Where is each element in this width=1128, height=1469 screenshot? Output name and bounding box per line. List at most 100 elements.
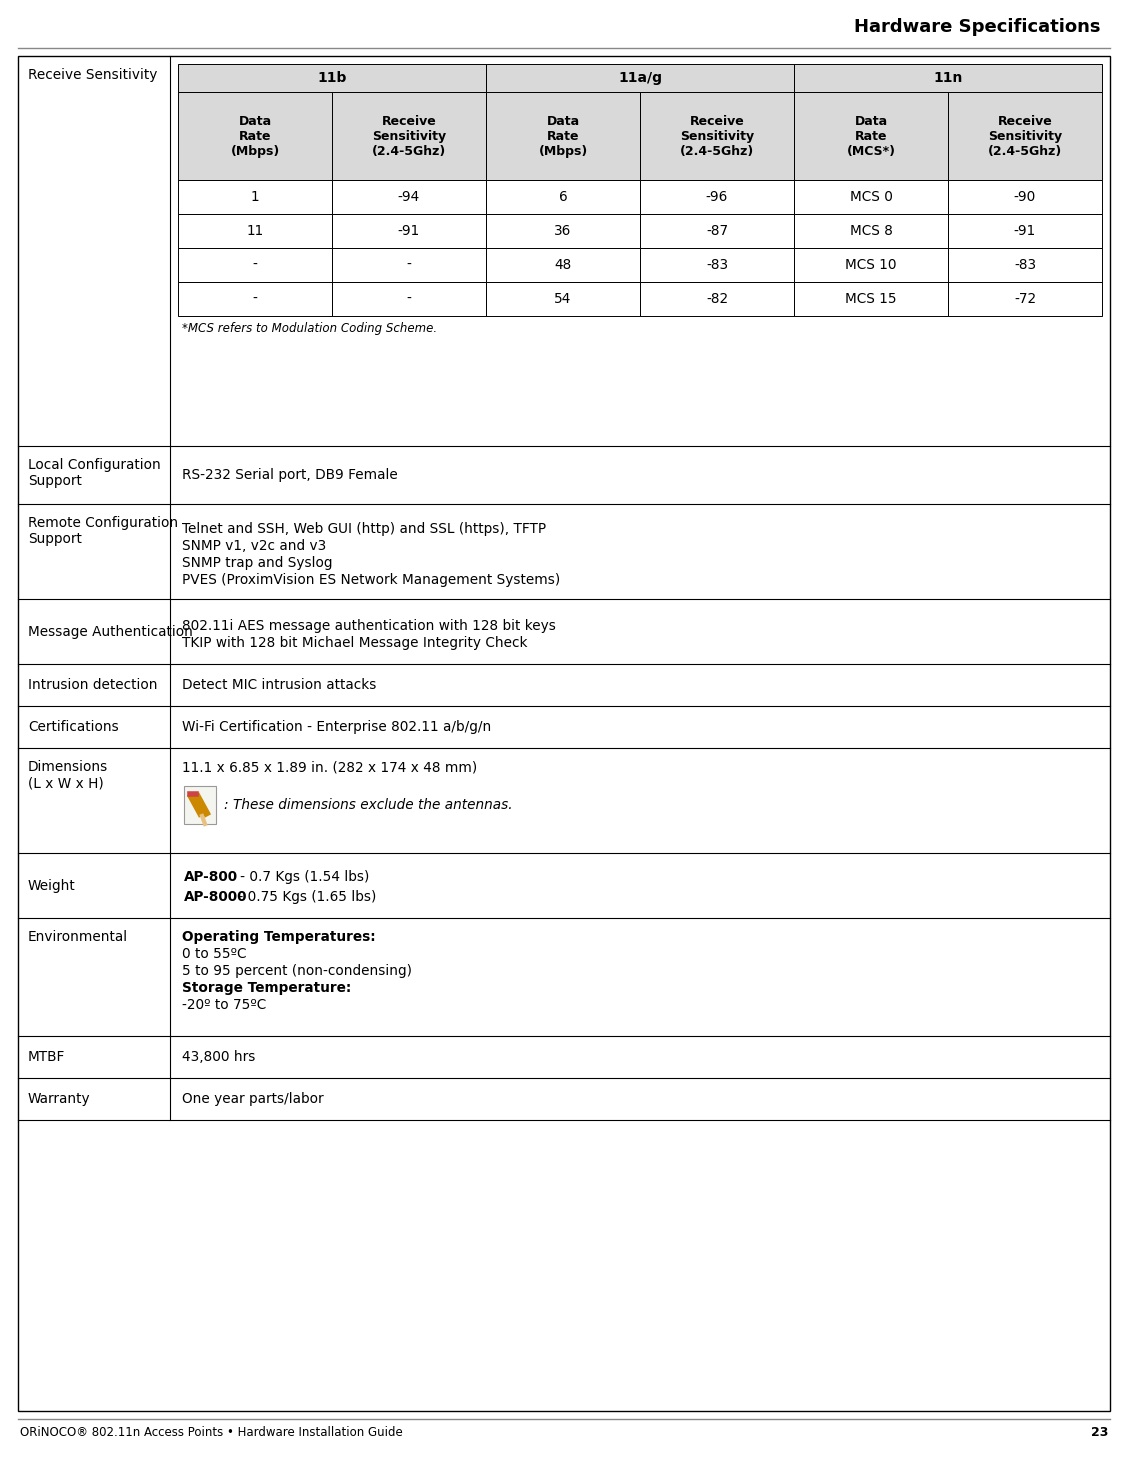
Text: : These dimensions exclude the antennas.: : These dimensions exclude the antennas. [224,798,512,812]
Text: Receive
Sensitivity
(2.4-5Ghz): Receive Sensitivity (2.4-5Ghz) [372,115,447,157]
Bar [794,181,948,214]
Bar [178,248,332,282]
Bar [332,93,486,181]
Bar [640,282,794,316]
Text: Dimensions
(L x W x H): Dimensions (L x W x H) [28,759,108,790]
Bar [332,181,486,214]
Bar [184,786,215,824]
Bar [486,248,640,282]
Bar [948,181,1102,214]
Text: -: - [253,259,257,272]
Bar [794,282,948,316]
Text: 54: 54 [554,292,572,306]
Text: -96: -96 [706,190,729,204]
Text: -91: -91 [398,223,420,238]
Text: TKIP with 128 bit Michael Message Integrity Check: TKIP with 128 bit Michael Message Integr… [182,636,528,649]
Text: -: - [406,259,412,272]
Bar [948,214,1102,248]
Bar [178,214,332,248]
Text: RS-232 Serial port, DB9 Female: RS-232 Serial port, DB9 Female [182,469,398,482]
Text: Receive Sensitivity: Receive Sensitivity [28,68,158,82]
Text: Warranty: Warranty [28,1091,90,1106]
Bar [178,65,486,93]
Text: 48: 48 [554,259,572,272]
Text: Data
Rate
(Mbps): Data Rate (Mbps) [538,115,588,157]
Bar [640,214,794,248]
Text: - 0.75 Kgs (1.65 lbs): - 0.75 Kgs (1.65 lbs) [235,890,377,903]
Text: Data
Rate
(MCS*): Data Rate (MCS*) [846,115,896,157]
Bar [640,248,794,282]
Text: -87: -87 [706,223,728,238]
Text: Storage Temperature:: Storage Temperature: [182,981,351,995]
Text: Operating Temperatures:: Operating Temperatures: [182,930,376,945]
Text: One year parts/labor: One year parts/labor [182,1091,324,1106]
Text: -83: -83 [706,259,728,272]
Bar [332,248,486,282]
Text: -: - [253,292,257,306]
Text: Receive
Sensitivity
(2.4-5Ghz): Receive Sensitivity (2.4-5Ghz) [988,115,1063,157]
Text: Remote Configuration
Support: Remote Configuration Support [28,516,178,546]
Bar [794,93,948,181]
Bar [948,93,1102,181]
Text: 23: 23 [1091,1426,1108,1440]
Text: SNMP v1, v2c and v3: SNMP v1, v2c and v3 [182,539,326,552]
Text: 11: 11 [246,223,264,238]
Bar [486,282,640,316]
Bar [794,65,1102,93]
Text: Hardware Specifications: Hardware Specifications [854,18,1100,37]
Text: MCS 8: MCS 8 [849,223,892,238]
Text: Receive
Sensitivity
(2.4-5Ghz): Receive Sensitivity (2.4-5Ghz) [680,115,755,157]
Text: 5 to 95 percent (non-condensing): 5 to 95 percent (non-condensing) [182,964,412,978]
Text: Intrusion detection: Intrusion detection [28,679,158,692]
Text: -83: -83 [1014,259,1036,272]
Text: MCS 0: MCS 0 [849,190,892,204]
Text: - 0.7 Kgs (1.54 lbs): - 0.7 Kgs (1.54 lbs) [227,870,370,883]
Text: 11.1 x 6.85 x 1.89 in. (282 x 174 x 48 mm): 11.1 x 6.85 x 1.89 in. (282 x 174 x 48 m… [182,759,477,774]
Bar [178,181,332,214]
Bar [332,282,486,316]
Bar [332,214,486,248]
Text: Wi-Fi Certification - Enterprise 802.11 a/b/g/n: Wi-Fi Certification - Enterprise 802.11 … [182,720,492,734]
Text: 1: 1 [250,190,259,204]
Text: *MCS refers to Modulation Coding Scheme.: *MCS refers to Modulation Coding Scheme. [182,322,438,335]
Text: MCS 10: MCS 10 [845,259,897,272]
Text: 802.11i AES message authentication with 128 bit keys: 802.11i AES message authentication with … [182,618,556,633]
Text: Environmental: Environmental [28,930,129,945]
Bar [178,93,332,181]
Text: 11a/g: 11a/g [618,71,662,85]
Text: -94: -94 [398,190,420,204]
Bar [486,181,640,214]
Bar [794,248,948,282]
Text: AP-800: AP-800 [184,870,238,883]
Text: ORiNOCO® 802.11n Access Points • Hardware Installation Guide: ORiNOCO® 802.11n Access Points • Hardwar… [20,1426,403,1440]
Text: -91: -91 [1014,223,1037,238]
Text: MCS 15: MCS 15 [845,292,897,306]
Text: 6: 6 [558,190,567,204]
Text: SNMP trap and Syslog: SNMP trap and Syslog [182,555,333,570]
Text: 11n: 11n [933,71,962,85]
Bar [948,248,1102,282]
Bar [486,65,794,93]
Text: -82: -82 [706,292,728,306]
Text: Certifications: Certifications [28,720,118,734]
Text: Weight: Weight [28,878,76,893]
Text: 11b: 11b [317,71,346,85]
Bar [486,93,640,181]
Text: -: - [406,292,412,306]
Text: AP-8000: AP-8000 [184,890,247,903]
Text: 0 to 55ºC: 0 to 55ºC [182,948,247,961]
Bar [486,214,640,248]
Text: -90: -90 [1014,190,1037,204]
Bar [640,93,794,181]
Text: Message Authentication: Message Authentication [28,624,193,639]
Text: Detect MIC intrusion attacks: Detect MIC intrusion attacks [182,679,377,692]
Text: Data
Rate
(Mbps): Data Rate (Mbps) [230,115,280,157]
Text: Telnet and SSH, Web GUI (http) and SSL (https), TFTP: Telnet and SSH, Web GUI (http) and SSL (… [182,521,546,536]
Bar [794,214,948,248]
Text: 43,800 hrs: 43,800 hrs [182,1050,255,1064]
Text: -72: -72 [1014,292,1036,306]
Text: Local Configuration
Support: Local Configuration Support [28,458,161,488]
Text: MTBF: MTBF [28,1050,65,1064]
Bar [178,282,332,316]
Text: 36: 36 [554,223,572,238]
